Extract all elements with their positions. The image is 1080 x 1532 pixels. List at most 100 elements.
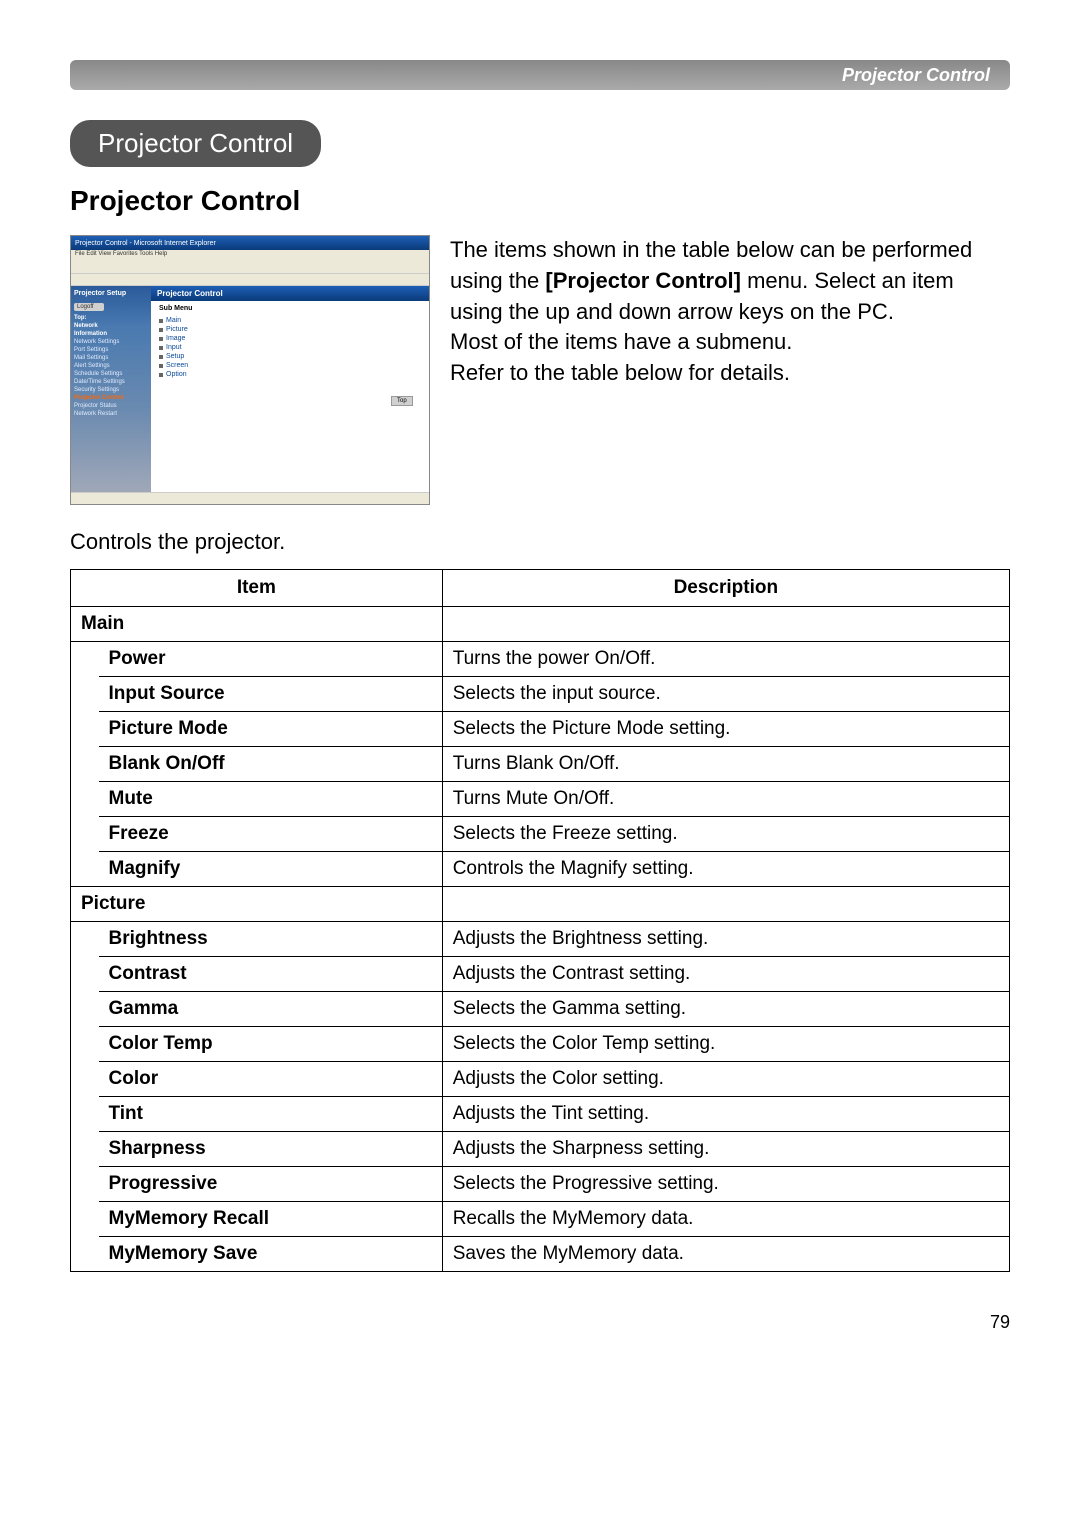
table-row: Input SourceSelects the input source. <box>71 677 1010 712</box>
table-desc: Selects the Progressive setting. <box>442 1167 1009 1202</box>
table-row: Picture ModeSelects the Picture Mode set… <box>71 712 1010 747</box>
submenu-item-label: Input <box>166 344 182 351</box>
screenshot-body: Projector Setup Logoff Top: Network Inform… <box>71 286 429 492</box>
table-item: Color Temp <box>99 1027 443 1062</box>
sidebar-link: Network Restart <box>74 411 148 417</box>
submenu-item-label: Setup <box>166 353 184 360</box>
table-indent <box>71 957 99 992</box>
table-indent <box>71 1202 99 1237</box>
table-row: PowerTurns the power On/Off. <box>71 642 1010 677</box>
table-head-item: Item <box>71 570 443 607</box>
body-text-3: Most of the items have a submenu. <box>450 329 792 354</box>
submenu-item: Image <box>159 334 421 343</box>
sidebar-title: Projector Setup <box>74 290 148 297</box>
header-bar: Projector Control <box>70 60 1010 90</box>
table-indent <box>71 992 99 1027</box>
screenshot-sidebar: Projector Setup Logoff Top: Network Inform… <box>71 286 151 492</box>
table-item: Brightness <box>99 922 443 957</box>
table-item: MyMemory Save <box>99 1237 443 1272</box>
bullet-icon <box>159 337 163 341</box>
table-desc: Selects the input source. <box>442 677 1009 712</box>
table-item: Magnify <box>99 852 443 887</box>
table-indent <box>71 1237 99 1272</box>
bullet-icon <box>159 364 163 368</box>
top-button: Top <box>391 396 413 406</box>
submenu-item: Input <box>159 343 421 352</box>
sidebar-link: Port Settings <box>74 347 148 353</box>
table-row: SharpnessAdjusts the Sharpness setting. <box>71 1132 1010 1167</box>
submenu-list: Main PictureImageInput SetupScreenOption <box>151 316 429 379</box>
sidebar-link: Projector Control <box>74 395 148 401</box>
table-row: ColorAdjusts the Color setting. <box>71 1062 1010 1097</box>
sidebar-link: Network <box>74 323 148 329</box>
sidebar-link: Date/Time Settings <box>74 379 148 385</box>
table-indent <box>71 1062 99 1097</box>
table-desc: Turns the power On/Off. <box>442 642 1009 677</box>
screenshot-addressbar <box>71 274 429 286</box>
sidebar-links: Top: Network Information Network Settings Po… <box>74 315 148 417</box>
sidebar-link: Top: <box>74 315 148 321</box>
screenshot-statusbar <box>71 492 429 504</box>
table-desc: Adjusts the Brightness setting. <box>442 922 1009 957</box>
screenshot-window-title: Projector Control - Microsoft Internet E… <box>75 240 216 247</box>
bullet-icon <box>159 373 163 377</box>
submenu-item: Main <box>159 316 421 325</box>
table-item: Tint <box>99 1097 443 1132</box>
table-item: Power <box>99 642 443 677</box>
table-desc: Recalls the MyMemory data. <box>442 1202 1009 1237</box>
table-item: Picture Mode <box>99 712 443 747</box>
table-item: Progressive <box>99 1167 443 1202</box>
body-text-bold: [Projector Control] <box>545 268 741 293</box>
table-indent <box>71 1027 99 1062</box>
submenu-item: Screen <box>159 361 421 370</box>
screenshot-titlebar: Projector Control - Microsoft Internet E… <box>71 236 429 250</box>
table-row: ContrastAdjusts the Contrast setting. <box>71 957 1010 992</box>
table-row: GammaSelects the Gamma setting. <box>71 992 1010 1027</box>
sidebar-link: Network Settings <box>74 339 148 345</box>
table-row: BrightnessAdjusts the Brightness setting… <box>71 922 1010 957</box>
submenu-item: Option <box>159 370 421 379</box>
header-bar-title: Projector Control <box>842 65 990 86</box>
table-row: FreezeSelects the Freeze setting. <box>71 817 1010 852</box>
body-text-4: Refer to the table below for details. <box>450 360 790 385</box>
table-desc: Adjusts the Tint setting. <box>442 1097 1009 1132</box>
table-item: Color <box>99 1062 443 1097</box>
control-table: Item Description MainPowerTurns the powe… <box>70 569 1010 1272</box>
table-desc: Controls the Magnify setting. <box>442 852 1009 887</box>
bullet-icon <box>159 346 163 350</box>
table-item: Blank On/Off <box>99 747 443 782</box>
table-desc: Adjusts the Contrast setting. <box>442 957 1009 992</box>
table-section-desc <box>442 887 1009 922</box>
controls-text: Controls the projector. <box>70 529 1010 555</box>
content-header: Projector Control <box>151 286 429 301</box>
section-heading: Projector Control <box>70 185 1010 217</box>
table-desc: Turns Blank On/Off. <box>442 747 1009 782</box>
sidebar-link: Information <box>74 331 148 337</box>
page-number: 79 <box>70 1312 1010 1333</box>
table-indent <box>71 1167 99 1202</box>
screenshot-content: Projector Control Sub Menu Main PictureIm… <box>151 286 429 492</box>
table-section-desc <box>442 607 1009 642</box>
screenshot-toolbar <box>71 260 429 274</box>
table-desc: Adjusts the Sharpness setting. <box>442 1132 1009 1167</box>
table-item: Sharpness <box>99 1132 443 1167</box>
submenu-item-label: Main <box>166 317 181 324</box>
sidebar-logoff: Logoff <box>74 303 104 311</box>
table-row: ProgressiveSelects the Progressive setti… <box>71 1167 1010 1202</box>
bullet-icon <box>159 319 163 323</box>
table-indent <box>71 1132 99 1167</box>
table-row: TintAdjusts the Tint setting. <box>71 1097 1010 1132</box>
table-indent <box>71 782 99 817</box>
table-row: MyMemory RecallRecalls the MyMemory data… <box>71 1202 1010 1237</box>
table-indent <box>71 1097 99 1132</box>
table-head-desc: Description <box>442 570 1009 607</box>
table-section-name: Picture <box>71 887 443 922</box>
table-desc: Turns Mute On/Off. <box>442 782 1009 817</box>
submenu-item: Setup <box>159 352 421 361</box>
table-desc: Saves the MyMemory data. <box>442 1237 1009 1272</box>
submenu-label: Sub Menu <box>151 301 429 316</box>
submenu-item-label: Picture <box>166 326 188 333</box>
screenshot-mock: Projector Control - Microsoft Internet E… <box>70 235 430 505</box>
sidebar-link: Schedule Settings <box>74 371 148 377</box>
submenu-item-label: Option <box>166 371 187 378</box>
